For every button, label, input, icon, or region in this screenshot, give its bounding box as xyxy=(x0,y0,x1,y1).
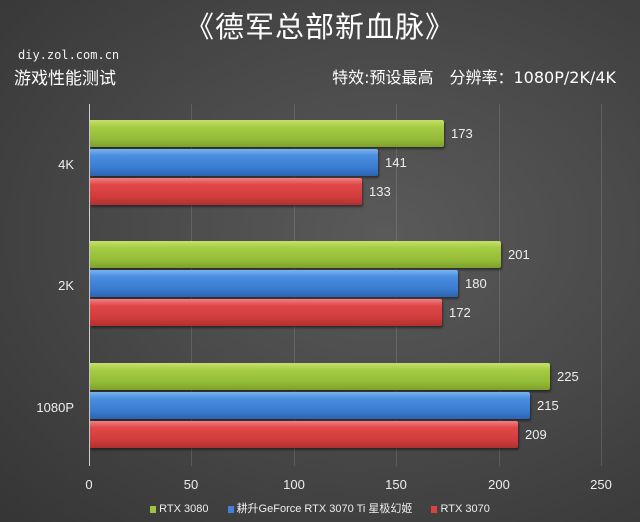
legend-label: RTX 3070 xyxy=(440,503,490,515)
value-label: 133 xyxy=(369,184,391,199)
x-tick: 250 xyxy=(590,477,612,492)
x-tick: 150 xyxy=(385,477,407,492)
plot-area: 173 141 133 201 180 172 225 215 209 xyxy=(89,104,602,466)
x-tick: 100 xyxy=(283,477,305,492)
bar-1080p-rtx3080 xyxy=(90,363,550,390)
legend-swatch-icon xyxy=(431,505,438,513)
value-label: 172 xyxy=(449,305,471,320)
value-label: 141 xyxy=(385,155,407,170)
value-label: 201 xyxy=(508,247,530,262)
category-label-4k: 4K xyxy=(58,157,74,172)
site-watermark: diy.zol.com.cn xyxy=(18,48,120,62)
legend-label: RTX 3080 xyxy=(159,503,209,515)
legend-item-rtx3070ti: 耕升GeForce RTX 3070 Ti 星极幻姬 xyxy=(227,500,413,516)
bar-4k-rtx3070 xyxy=(90,178,362,205)
bar-2k-rtx3070ti xyxy=(90,270,458,297)
x-tick: 200 xyxy=(488,477,510,492)
legend: RTX 3080 耕升GeForce RTX 3070 Ti 星极幻姬 RTX … xyxy=(0,500,640,516)
test-settings: 特效:预设最高 分辨率：1080P/2K/4K xyxy=(332,68,616,87)
value-label: 180 xyxy=(465,276,487,291)
bar-4k-rtx3070ti xyxy=(90,149,378,176)
category-label-2k: 2K xyxy=(58,278,74,293)
legend-label: 耕升GeForce RTX 3070 Ti 星极幻姬 xyxy=(236,503,413,515)
category-label-1080p: 1080P xyxy=(36,400,74,415)
x-tick: 0 xyxy=(85,477,93,492)
value-label: 225 xyxy=(557,369,579,384)
y-axis xyxy=(89,104,90,466)
value-label: 209 xyxy=(525,427,547,442)
bar-1080p-rtx3070ti xyxy=(90,392,530,419)
chart-subtitle: 游戏性能测试 xyxy=(14,69,116,89)
x-tick: 50 xyxy=(183,477,199,492)
bar-2k-rtx3070 xyxy=(90,299,442,326)
legend-item-rtx3070: RTX 3070 xyxy=(431,503,490,515)
gridline xyxy=(601,104,602,466)
bar-1080p-rtx3070 xyxy=(90,421,518,448)
legend-swatch-icon xyxy=(227,505,234,513)
legend-item-rtx3080: RTX 3080 xyxy=(150,503,209,515)
chart-title: 《德军总部新血脉》 xyxy=(184,10,455,44)
value-label: 173 xyxy=(451,126,473,141)
gridline xyxy=(499,104,500,466)
value-label: 215 xyxy=(537,398,559,413)
bar-4k-rtx3080 xyxy=(90,120,444,147)
bar-2k-rtx3080 xyxy=(90,241,501,268)
legend-swatch-icon xyxy=(150,505,157,513)
